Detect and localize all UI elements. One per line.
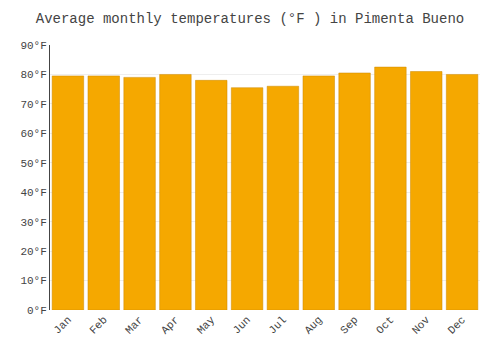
svg-text:90°F: 90°F — [20, 40, 46, 52]
svg-text:0°F: 0°F — [27, 305, 47, 317]
svg-text:10°F: 10°F — [20, 275, 46, 287]
svg-text:40°F: 40°F — [20, 187, 46, 199]
svg-text:Feb: Feb — [87, 314, 109, 336]
svg-text:Mar: Mar — [123, 314, 145, 336]
svg-text:Apr: Apr — [159, 314, 181, 336]
svg-text:May: May — [195, 314, 218, 337]
svg-text:Aug: Aug — [302, 314, 324, 336]
svg-text:80°F: 80°F — [20, 69, 46, 81]
svg-text:30°F: 30°F — [20, 217, 46, 229]
svg-text:Jul: Jul — [266, 314, 288, 336]
svg-text:Average monthly temperatures (: Average monthly temperatures (°F ) in Pi… — [36, 11, 464, 27]
svg-text:Oct: Oct — [374, 314, 396, 336]
svg-text:Sep: Sep — [338, 314, 360, 336]
svg-text:20°F: 20°F — [20, 246, 46, 258]
svg-text:Jun: Jun — [231, 314, 253, 336]
svg-text:Nov: Nov — [410, 314, 433, 337]
svg-text:50°F: 50°F — [20, 158, 46, 170]
svg-text:Jan: Jan — [51, 314, 73, 336]
svg-text:70°F: 70°F — [20, 99, 46, 111]
svg-text:Dec: Dec — [446, 314, 468, 336]
svg-text:60°F: 60°F — [20, 128, 46, 140]
